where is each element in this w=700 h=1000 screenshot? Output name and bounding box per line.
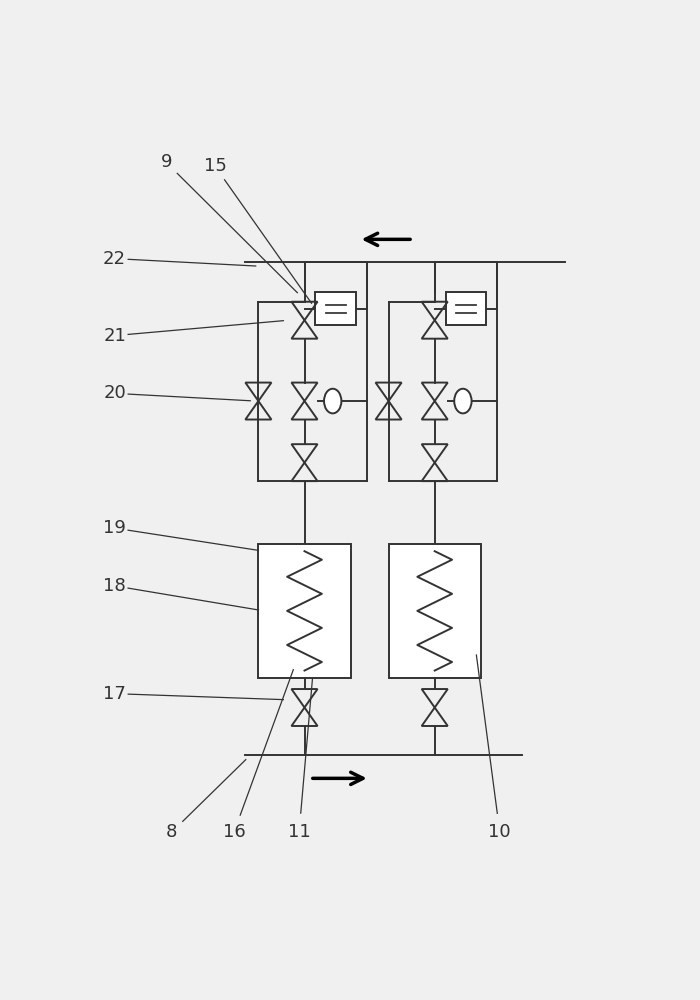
Text: 20: 20	[104, 384, 126, 402]
Circle shape	[454, 389, 472, 413]
Text: 21: 21	[103, 327, 126, 345]
Circle shape	[324, 389, 342, 413]
Text: 19: 19	[103, 519, 126, 537]
Bar	[258, 544, 351, 678]
Text: 8: 8	[166, 823, 177, 841]
Text: 16: 16	[223, 823, 246, 841]
Text: 17: 17	[103, 685, 126, 703]
Text: 18: 18	[104, 577, 126, 595]
Text: 15: 15	[204, 157, 226, 175]
Bar	[315, 292, 356, 325]
Text: 22: 22	[103, 250, 126, 268]
Text: 9: 9	[160, 153, 172, 171]
Text: 10: 10	[489, 823, 511, 841]
Bar	[446, 292, 486, 325]
Text: 11: 11	[288, 823, 311, 841]
Bar	[389, 544, 481, 678]
